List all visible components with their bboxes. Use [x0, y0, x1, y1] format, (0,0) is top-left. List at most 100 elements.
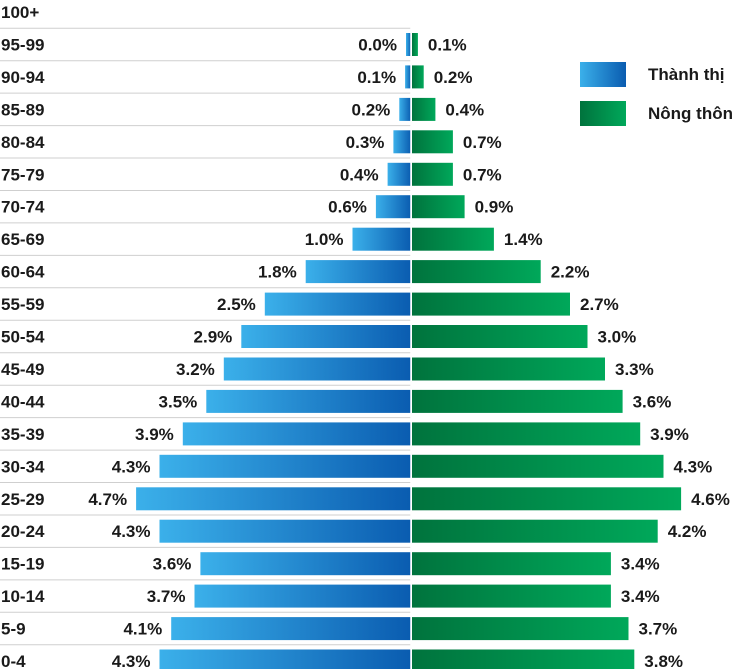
- data-label-rural-60-64: 2.2%: [551, 263, 590, 282]
- data-label-rural-35-39: 3.9%: [650, 425, 689, 444]
- category-label-55-59: 55-59: [1, 295, 44, 314]
- data-label-urban-45-49: 3.2%: [176, 360, 215, 379]
- data-label-urban-5-9: 4.1%: [123, 620, 162, 639]
- data-label-urban-70-74: 0.6%: [328, 198, 367, 217]
- bar-urban-55-59: [264, 292, 412, 316]
- bar-urban-90-94: [405, 65, 411, 89]
- data-label-urban-0-4: 4.3%: [112, 652, 151, 669]
- data-label-urban-85-89: 0.2%: [352, 100, 391, 119]
- data-label-urban-40-44: 3.5%: [159, 392, 198, 411]
- category-label-0-4: 0-4: [1, 652, 26, 669]
- category-label-45-49: 45-49: [1, 360, 44, 379]
- data-label-urban-95-99: 0.0%: [358, 36, 397, 55]
- bar-rural-0-4: [412, 649, 635, 669]
- data-label-rural-45-49: 3.3%: [615, 360, 654, 379]
- category-label-85-89: 85-89: [1, 100, 44, 119]
- data-label-urban-65-69: 1.0%: [305, 230, 344, 249]
- data-label-urban-60-64: 1.8%: [258, 263, 297, 282]
- category-label-20-24: 20-24: [1, 522, 45, 541]
- bar-urban-95-99: [406, 33, 411, 56]
- data-label-rural-5-9: 3.7%: [639, 620, 678, 639]
- legend-label-urban: Thành thị: [648, 65, 724, 84]
- bar-urban-75-79: [387, 162, 411, 186]
- data-label-rural-90-94: 0.2%: [434, 68, 473, 87]
- category-label-60-64: 60-64: [1, 263, 45, 282]
- data-label-rural-25-29: 4.6%: [691, 490, 730, 509]
- bar-urban-85-89: [399, 97, 411, 121]
- bar-urban-15-19: [200, 552, 411, 576]
- data-label-urban-90-94: 0.1%: [357, 68, 396, 87]
- category-label-65-69: 65-69: [1, 230, 44, 249]
- bars: [136, 0, 682, 669]
- bar-urban-80-84: [393, 130, 411, 154]
- data-label-urban-25-29: 4.7%: [88, 490, 127, 509]
- bar-rural-40-44: [412, 389, 623, 413]
- bar-urban-5-9: [171, 617, 411, 641]
- grid-lines: [0, 27, 411, 646]
- legend-label-rural: Nông thôn: [648, 104, 733, 123]
- bar-urban-10-14: [194, 584, 411, 608]
- bar-rural-30-34: [412, 454, 664, 478]
- bar-urban-40-44: [206, 389, 412, 413]
- data-label-urban-15-19: 3.6%: [153, 555, 192, 574]
- bar-rural-45-49: [412, 357, 605, 381]
- data-label-rural-15-19: 3.4%: [621, 555, 660, 574]
- data-label-rural-30-34: 4.3%: [674, 457, 713, 476]
- bar-urban-50-54: [241, 325, 411, 348]
- bar-urban-25-29: [136, 487, 411, 511]
- category-label-50-54: 50-54: [1, 328, 45, 347]
- bar-rural-90-94: [412, 65, 424, 89]
- category-label-15-19: 15-19: [1, 555, 44, 574]
- data-label-rural-0-4: 3.8%: [644, 652, 683, 669]
- category-label-30-34: 30-34: [1, 457, 45, 476]
- data-label-urban-20-24: 4.3%: [112, 522, 151, 541]
- bar-rural-75-79: [412, 162, 453, 186]
- bar-rural-35-39: [412, 422, 641, 446]
- data-label-urban-50-54: 2.9%: [194, 328, 233, 347]
- bar-rural-65-69: [412, 227, 494, 251]
- category-label-100plus: 100+: [1, 3, 39, 22]
- category-label-75-79: 75-79: [1, 165, 44, 184]
- category-label-70-74: 70-74: [1, 198, 45, 217]
- category-label-40-44: 40-44: [1, 392, 45, 411]
- data-label-rural-70-74: 0.9%: [475, 198, 514, 217]
- category-label-80-84: 80-84: [1, 133, 45, 152]
- bar-rural-20-24: [412, 519, 658, 543]
- bar-urban-70-74: [375, 195, 411, 219]
- legend-swatch-urban: [580, 62, 626, 87]
- data-label-rural-95-99: 0.1%: [428, 36, 467, 55]
- category-label-10-14: 10-14: [1, 587, 45, 606]
- bar-rural-25-29: [412, 487, 682, 511]
- data-label-rural-65-69: 1.4%: [504, 230, 543, 249]
- legend-swatch-rural: [580, 101, 626, 126]
- bar-rural-95-99: [412, 33, 418, 56]
- category-label-90-94: 90-94: [1, 68, 45, 87]
- bar-rural-50-54: [412, 325, 588, 348]
- bar-urban-65-69: [352, 227, 411, 251]
- bar-urban-30-34: [159, 454, 411, 478]
- category-label-25-29: 25-29: [1, 490, 44, 509]
- data-label-urban-80-84: 0.3%: [346, 133, 385, 152]
- data-label-rural-75-79: 0.7%: [463, 165, 502, 184]
- bar-rural-60-64: [412, 260, 541, 284]
- category-label-35-39: 35-39: [1, 425, 44, 444]
- data-label-urban-10-14: 3.7%: [147, 587, 186, 606]
- bar-urban-20-24: [159, 519, 411, 543]
- data-label-urban-35-39: 3.9%: [135, 425, 174, 444]
- bar-rural-85-89: [412, 97, 436, 121]
- data-label-rural-20-24: 4.2%: [668, 522, 707, 541]
- data-label-urban-75-79: 0.4%: [340, 165, 379, 184]
- bar-urban-0-4: [159, 649, 411, 669]
- bar-rural-70-74: [412, 195, 465, 219]
- bar-rural-80-84: [412, 130, 453, 154]
- bar-rural-55-59: [412, 292, 570, 316]
- data-label-urban-30-34: 4.3%: [112, 457, 151, 476]
- bar-rural-5-9: [412, 617, 629, 641]
- category-label-95-99: 95-99: [1, 36, 44, 55]
- category-label-5-9: 5-9: [1, 620, 26, 639]
- legend: Thành thị Nông thôn: [580, 62, 733, 126]
- bar-urban-45-49: [223, 357, 411, 381]
- data-label-rural-10-14: 3.4%: [621, 587, 660, 606]
- bar-rural-10-14: [412, 584, 611, 608]
